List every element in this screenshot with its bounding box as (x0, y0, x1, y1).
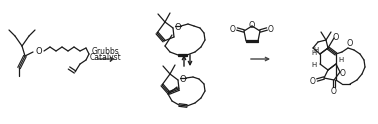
Text: H: H (313, 47, 319, 53)
Text: O: O (310, 77, 316, 86)
Text: H: H (338, 57, 344, 63)
Text: O: O (230, 25, 236, 33)
Text: Grubbs: Grubbs (92, 47, 120, 57)
Text: O: O (175, 22, 181, 31)
Text: O: O (36, 47, 42, 57)
Text: H: H (311, 50, 317, 56)
Text: Catalyst: Catalyst (90, 52, 122, 62)
Text: O: O (340, 69, 346, 78)
Text: O: O (333, 32, 339, 42)
Text: O: O (331, 87, 337, 95)
Text: O: O (249, 20, 255, 30)
Text: H: H (311, 62, 317, 68)
Text: O: O (180, 75, 186, 83)
Text: O: O (347, 40, 353, 48)
Text: O: O (268, 25, 274, 33)
